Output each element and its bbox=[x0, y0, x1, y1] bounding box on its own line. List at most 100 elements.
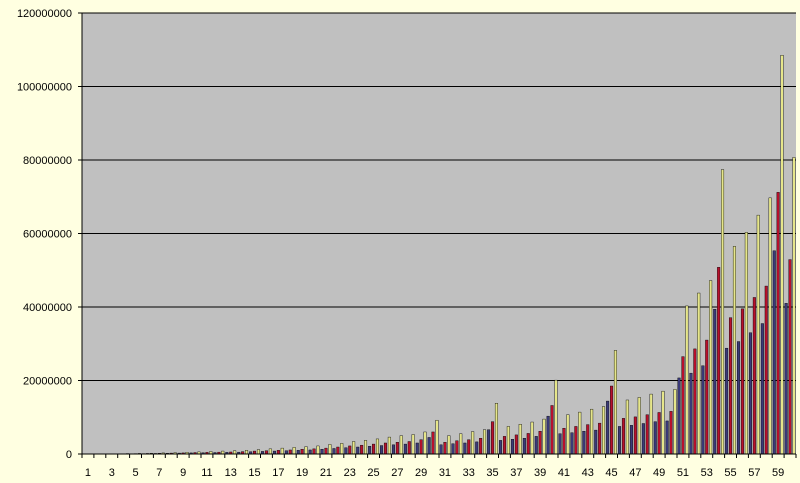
x-tick-label: 49 bbox=[653, 467, 665, 479]
bar-s3-25 bbox=[375, 438, 379, 455]
bar-s3-42 bbox=[578, 411, 582, 455]
x-tick-label: 17 bbox=[272, 467, 284, 479]
y-tick-label: 100000000 bbox=[17, 82, 72, 94]
bar-s1-37 bbox=[510, 439, 514, 455]
bar-s1-25 bbox=[368, 446, 372, 455]
bar-s3-35 bbox=[494, 403, 498, 455]
y-tick-label: 40000000 bbox=[23, 302, 72, 314]
bar-s2-50 bbox=[669, 411, 673, 455]
x-tick-label: 41 bbox=[558, 467, 570, 479]
bar-s3-32 bbox=[459, 433, 463, 455]
y-axis-tick-labels: 0 20000000 40000000 60000000 80000000 1000000… bbox=[17, 8, 72, 461]
bar-s2-43 bbox=[586, 424, 590, 455]
bar-s1-58 bbox=[760, 323, 764, 455]
bar-s2-30 bbox=[431, 431, 435, 455]
bar-s2-18 bbox=[288, 449, 292, 455]
x-tick-label: 11 bbox=[201, 467, 212, 479]
bar-s2-57 bbox=[752, 297, 756, 455]
bar-s1-23 bbox=[344, 447, 348, 455]
bar-s1-59 bbox=[772, 250, 776, 455]
x-tick-label: 53 bbox=[701, 467, 713, 479]
x-tick-label: 59 bbox=[772, 467, 784, 479]
bar-s3-44 bbox=[602, 406, 606, 455]
bar-s3-28 bbox=[411, 434, 415, 455]
bar-s3-31 bbox=[447, 435, 451, 455]
x-tick-label: 7 bbox=[156, 467, 162, 479]
bar-s2-34 bbox=[479, 438, 483, 455]
bar-s3-53 bbox=[709, 280, 713, 455]
bar-s3-17 bbox=[280, 447, 284, 455]
bar-s3-14 bbox=[245, 450, 249, 455]
bars bbox=[82, 55, 796, 455]
bar-s3-55 bbox=[732, 246, 736, 455]
bar-s2-19 bbox=[300, 449, 304, 455]
bar-s1-30 bbox=[427, 437, 431, 455]
bar-s3-43 bbox=[590, 408, 594, 455]
x-tick-label: 43 bbox=[582, 467, 594, 479]
bar-s3-18 bbox=[292, 447, 296, 455]
bar-s3-21 bbox=[328, 444, 332, 455]
bar-s1-53 bbox=[701, 365, 705, 455]
y-tick-label: 0 bbox=[66, 449, 72, 461]
x-tick-label: 13 bbox=[225, 467, 237, 479]
bar-s1-50 bbox=[665, 420, 669, 455]
axes bbox=[81, 13, 797, 458]
bar-s3-58 bbox=[768, 197, 772, 455]
x-axis-tick-labels: 1 3 5 7 9 11 13 15 17 19 21 23 25 27 29 31 33 35 37 39 41 43 4… bbox=[85, 467, 784, 479]
bar-s2-41 bbox=[562, 428, 566, 455]
x-tick-label: 1 bbox=[85, 467, 91, 479]
x-tick-label: 27 bbox=[391, 467, 403, 479]
bar-s3-46 bbox=[625, 399, 629, 455]
bar-s3-47 bbox=[637, 397, 641, 455]
bar-s1-28 bbox=[403, 443, 407, 455]
bar-s3-37 bbox=[518, 424, 522, 455]
bar-s1-56 bbox=[737, 341, 741, 455]
bar-s3-33 bbox=[471, 431, 475, 455]
bar-s3-15 bbox=[256, 449, 260, 455]
bar-s3-40 bbox=[554, 379, 558, 455]
bar-s2-21 bbox=[324, 447, 328, 455]
bar-s1-47 bbox=[629, 425, 633, 455]
bar-s3-52 bbox=[697, 292, 701, 455]
bar-s3-34 bbox=[483, 429, 487, 455]
bar-s1-46 bbox=[618, 426, 622, 455]
bar-s1-34 bbox=[475, 441, 479, 455]
bar-s1-26 bbox=[380, 445, 384, 455]
bar-s2-35 bbox=[491, 421, 495, 455]
bar-s1-24 bbox=[356, 446, 360, 455]
bar-s2-55 bbox=[729, 317, 733, 455]
bar-s1-32 bbox=[451, 443, 455, 455]
bar-s1-60 bbox=[784, 303, 788, 455]
bar-s1-51 bbox=[677, 377, 681, 455]
bar-s1-45 bbox=[606, 400, 610, 455]
bar-s2-22 bbox=[336, 446, 340, 455]
bar-s3-56 bbox=[744, 232, 748, 455]
x-tick-label: 23 bbox=[344, 467, 356, 479]
bar-s1-44 bbox=[594, 429, 598, 455]
x-tick-label: 9 bbox=[180, 467, 186, 479]
bar-s3-38 bbox=[530, 421, 534, 455]
bar-s3-60 bbox=[792, 157, 796, 455]
bar-s2-52 bbox=[693, 348, 697, 455]
x-tick-label: 47 bbox=[629, 467, 641, 479]
bar-s3-36 bbox=[506, 426, 510, 455]
bar-s3-54 bbox=[721, 169, 725, 455]
x-tick-label: 57 bbox=[748, 467, 760, 479]
bar-s1-43 bbox=[582, 431, 586, 455]
x-tick-label: 51 bbox=[677, 467, 689, 479]
bar-s1-42 bbox=[570, 432, 574, 455]
bar-s2-27 bbox=[395, 442, 399, 455]
bar-s3-45 bbox=[613, 350, 617, 455]
x-tick-label: 55 bbox=[724, 467, 736, 479]
x-tick-label: 5 bbox=[132, 467, 138, 479]
bar-s1-33 bbox=[463, 442, 467, 455]
x-tick-label: 3 bbox=[109, 467, 115, 479]
bar-s3-41 bbox=[566, 414, 570, 455]
bar-s3-19 bbox=[304, 446, 308, 455]
bar-s1-40 bbox=[546, 415, 550, 455]
bar-s2-42 bbox=[574, 426, 578, 455]
bar-s2-48 bbox=[645, 414, 649, 455]
bar-s3-29 bbox=[423, 431, 427, 455]
bar-s2-32 bbox=[455, 440, 459, 455]
